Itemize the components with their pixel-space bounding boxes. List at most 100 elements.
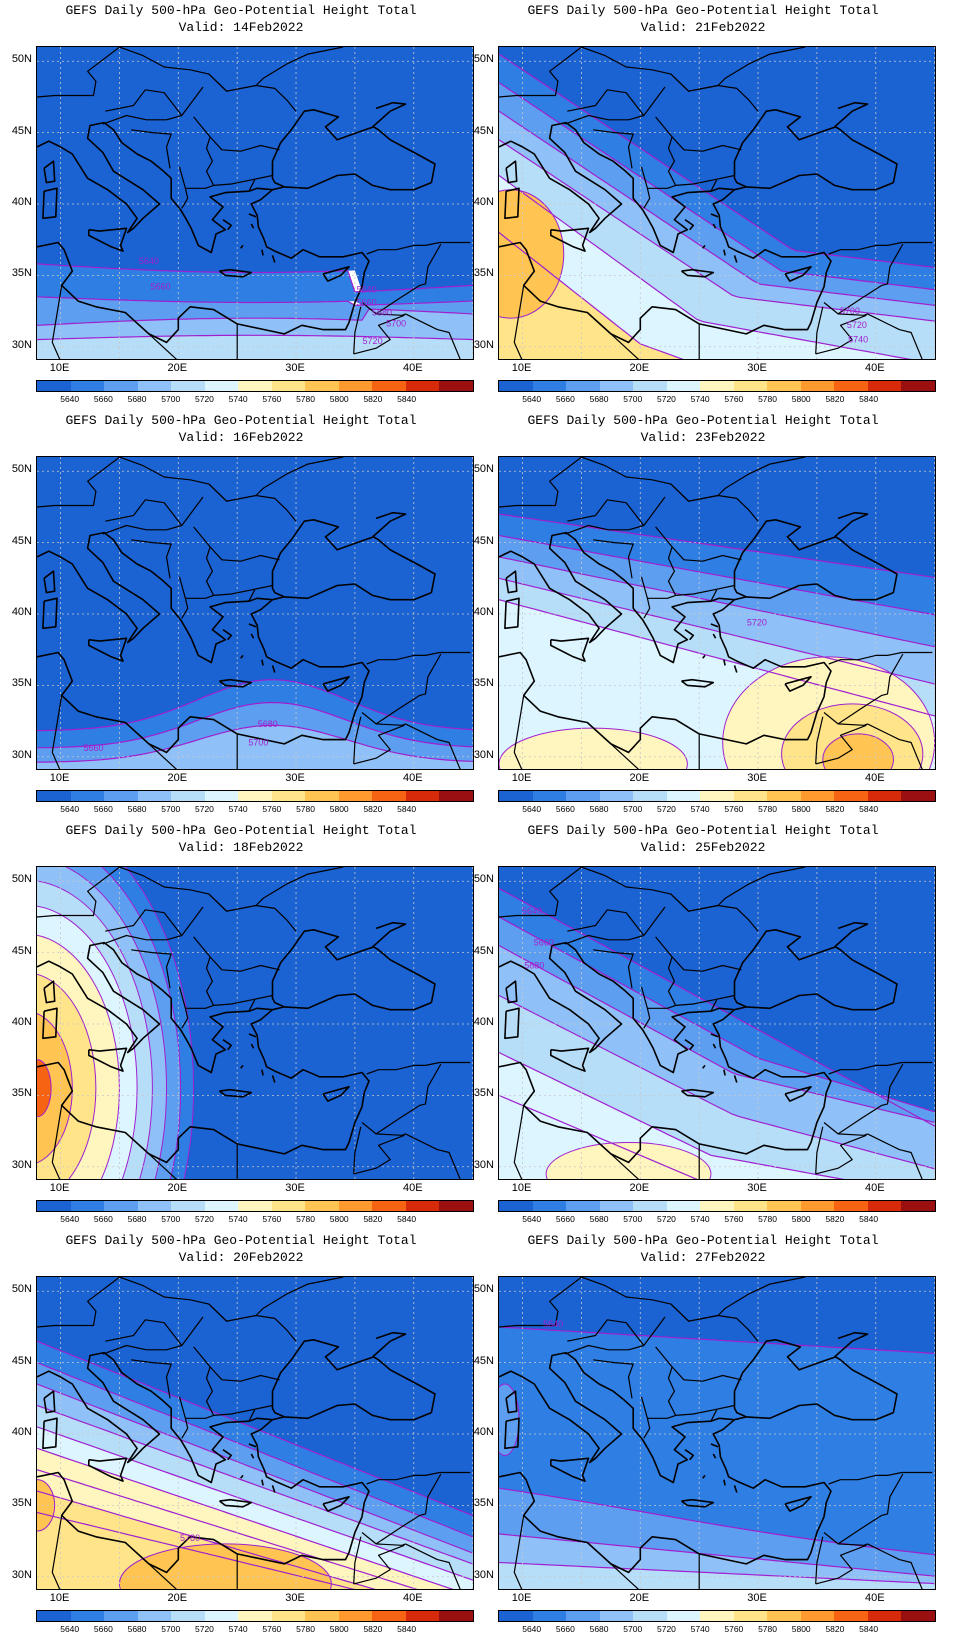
panel-valid-date: Valid: 27Feb2022 <box>640 1250 766 1265</box>
longitude-label: 20E <box>629 1592 650 1604</box>
country-border <box>593 539 634 579</box>
panel-valid-date: Valid: 25Feb2022 <box>640 840 766 855</box>
coastline <box>684 1039 695 1051</box>
height-band <box>499 139 935 359</box>
coastline <box>248 1443 257 1448</box>
latitude-label: 45N <box>473 124 494 137</box>
country-border <box>208 1277 344 1322</box>
coastline <box>784 266 812 282</box>
colorbar-label: 5840 <box>859 1624 879 1634</box>
coastline <box>712 1043 717 1049</box>
colorbar-label: 5700 <box>623 1624 643 1634</box>
colorbar-label: 5660 <box>93 1214 113 1224</box>
longitude-label: 20E <box>167 772 188 784</box>
panel-title-text: GEFS Daily 500-hPa Geo-Potential Height … <box>527 3 879 18</box>
colorbar <box>36 1610 474 1622</box>
height-contour <box>37 1404 473 1565</box>
country-border <box>647 1414 676 1419</box>
coastline <box>248 213 257 218</box>
height-contour <box>37 1447 454 1589</box>
country-border <box>178 986 189 1029</box>
coastline <box>43 1390 56 1414</box>
country-border <box>815 1134 867 1175</box>
colorbar-label: 5800 <box>791 1214 811 1224</box>
height-contour <box>499 232 684 359</box>
height-band <box>499 457 935 578</box>
colorbar-segment <box>439 791 473 801</box>
colorbar-label: 5660 <box>93 804 113 814</box>
colorbar-label: 5740 <box>228 394 248 404</box>
country-border <box>102 524 182 535</box>
coastline <box>37 121 432 254</box>
colorbar-segment <box>599 1611 634 1621</box>
panel-title: GEFS Daily 500-hPa Geo-Potential Height … <box>462 412 944 446</box>
map-panel-20Feb2022: GEFS Daily 500-hPa Geo-Potential Height … <box>0 1230 482 1640</box>
latitude-label: 40N <box>11 606 32 618</box>
colorbar-segment <box>733 1611 768 1621</box>
colorbar-segment <box>104 791 138 801</box>
country-border <box>867 723 923 769</box>
colorbar-segment <box>499 381 533 391</box>
contour-label: 5660 <box>534 938 554 948</box>
height-band <box>37 1277 473 1516</box>
panel-title-text: GEFS Daily 500-hPa Geo-Potential Height … <box>527 413 879 428</box>
panel-title: GEFS Daily 500-hPa Geo-Potential Height … <box>462 2 944 36</box>
colorbar-segment <box>901 791 935 801</box>
panel-title-text: GEFS Daily 500-hPa Geo-Potential Height … <box>65 413 417 428</box>
colorbar-label: 5840 <box>397 1214 417 1224</box>
colorbar-label: 5760 <box>724 1214 744 1224</box>
height-band <box>37 335 473 359</box>
coastline <box>784 676 812 692</box>
colorbar-segment <box>405 381 440 391</box>
height-contour <box>499 1561 935 1585</box>
coastline <box>702 654 706 659</box>
colorbar-segment <box>137 1201 172 1211</box>
coastline <box>549 1047 590 1072</box>
coastline <box>733 108 898 188</box>
country-border <box>361 1122 406 1136</box>
country-border <box>670 47 806 92</box>
colorbar-segment <box>834 381 868 391</box>
coastline <box>723 1069 726 1076</box>
country-border <box>655 1346 742 1382</box>
coastline <box>733 1338 898 1418</box>
country-border <box>567 1316 666 1347</box>
height-contour <box>499 577 935 685</box>
coastline <box>702 1474 706 1479</box>
country-border <box>647 1004 676 1009</box>
coastline <box>37 1351 432 1484</box>
map-panel-23Feb2022: GEFS Daily 500-hPa Geo-Potential Height … <box>462 410 944 820</box>
colorbar-label: 5740 <box>690 804 710 814</box>
country-border <box>208 47 344 92</box>
coastline <box>87 1457 128 1482</box>
colorbar-segment <box>338 381 373 391</box>
coastline <box>505 570 518 594</box>
latitude-label: 50N <box>473 873 494 886</box>
country-border <box>353 724 405 765</box>
country-border <box>513 1105 525 1179</box>
coastline <box>684 1449 695 1461</box>
height-contour <box>499 513 935 579</box>
colorbar-segment <box>439 381 473 391</box>
coastline <box>372 101 407 128</box>
height-contour <box>499 994 935 1170</box>
colorbar-segment <box>532 1201 567 1211</box>
country-border <box>710 999 718 1012</box>
coastline <box>37 941 432 1074</box>
colorbar-segment <box>700 1201 734 1211</box>
map-svg: 5720 <box>499 457 935 769</box>
colorbar-segment <box>867 791 902 801</box>
colorbar-segment <box>666 381 701 391</box>
colorbar-label: 5740 <box>690 1214 710 1224</box>
panel-title: GEFS Daily 500-hPa Geo-Potential Height … <box>0 412 482 446</box>
country-border <box>875 1002 894 1011</box>
colorbar-label: 5660 <box>93 1624 113 1634</box>
colorbar <box>498 790 936 802</box>
country-border <box>564 934 644 945</box>
coastline <box>372 921 407 948</box>
longitude-label: 10E <box>511 362 532 374</box>
colorbar-segment <box>171 1201 205 1211</box>
coastline <box>222 219 233 231</box>
coastline <box>710 1443 719 1448</box>
longitude-label: 10E <box>511 1182 532 1194</box>
